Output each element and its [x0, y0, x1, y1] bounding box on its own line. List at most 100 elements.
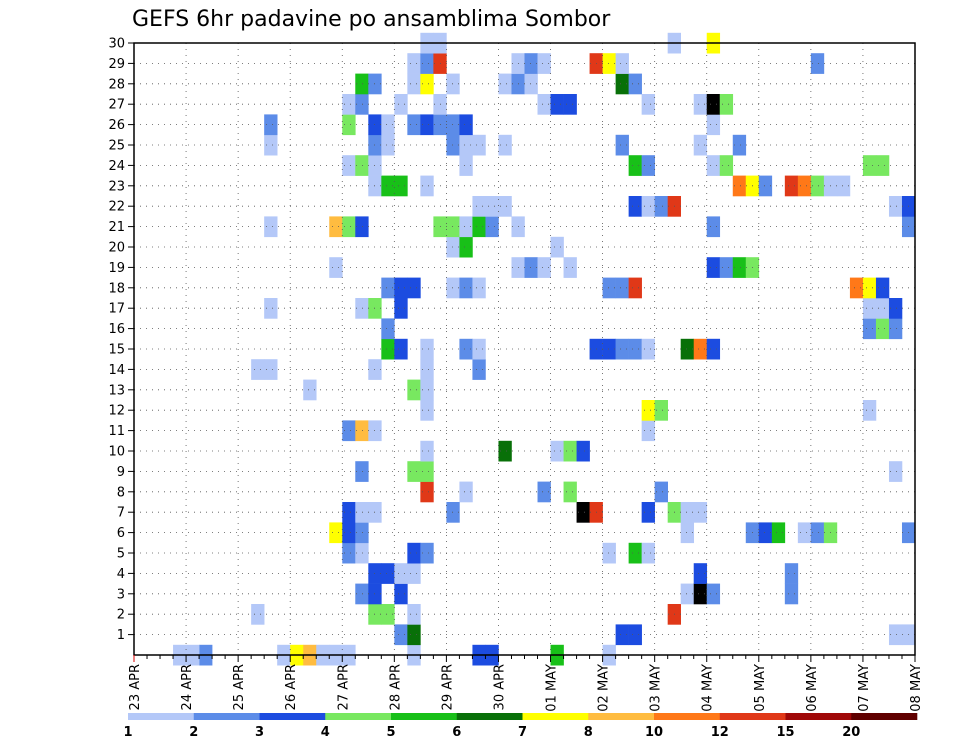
y-tick-label: 9 — [117, 465, 125, 480]
heatmap-cell — [264, 359, 278, 380]
heatmap-cell — [355, 298, 369, 319]
x-tick-label: 07 MAY — [857, 664, 872, 712]
heatmap-cell — [706, 216, 721, 238]
y-tick-label: 17 — [108, 302, 125, 317]
heatmap-cell — [459, 114, 473, 136]
heatmap-cell — [303, 379, 317, 401]
x-tick-label: 24 APR — [180, 664, 195, 710]
heatmap-cell — [784, 175, 799, 197]
heatmap-cell — [355, 420, 369, 442]
heatmap-cell — [420, 542, 434, 564]
x-tick-label: 05 MAY — [753, 664, 768, 712]
heatmap-cell — [706, 583, 721, 605]
heatmap-cell — [810, 175, 825, 197]
heatmap-cell — [693, 338, 708, 360]
heatmap-cell — [797, 522, 812, 544]
heatmap-cell — [420, 440, 434, 462]
x-tick-label: 25 APR — [232, 664, 247, 710]
heatmap-cell — [641, 338, 655, 360]
heatmap-cell — [628, 196, 642, 217]
heatmap-cell — [797, 175, 812, 197]
heatmap-cell — [355, 94, 369, 115]
colorbar-swatch — [851, 713, 918, 720]
heatmap-cell — [693, 563, 708, 584]
heatmap-cell — [472, 338, 486, 360]
heatmap-cell — [875, 277, 890, 299]
heatmap-cell — [641, 420, 655, 442]
heatmap-cell — [472, 134, 486, 156]
colorbar-swatch — [654, 713, 721, 720]
y-tick-label: 1 — [117, 628, 125, 643]
heatmap-cell — [641, 155, 655, 176]
heatmap-cell — [485, 196, 499, 217]
heatmap-cell — [602, 542, 616, 564]
heatmap-cell — [576, 440, 590, 462]
y-tick-label: 11 — [108, 424, 125, 439]
colorbar-swatch — [259, 713, 326, 720]
y-tick-label: 27 — [108, 98, 125, 113]
y-tick-label: 5 — [117, 547, 125, 562]
heatmap-cell — [628, 338, 642, 360]
heatmap-cell — [602, 277, 616, 299]
y-tick-label: 14 — [108, 363, 125, 378]
y-tick-label: 12 — [108, 404, 125, 419]
heatmap-cell — [602, 53, 616, 74]
x-tick-label: 28 APR — [388, 664, 403, 710]
heatmap-cell — [615, 73, 629, 95]
heatmap-cell — [394, 277, 408, 299]
heatmap-cell — [563, 257, 577, 278]
heatmap-cell — [420, 481, 434, 503]
heatmap-cell — [641, 502, 655, 523]
heatmap-cell — [381, 134, 395, 156]
heatmap-cell — [537, 481, 551, 503]
heatmap-cell — [758, 175, 773, 197]
heatmap-cell — [355, 73, 369, 95]
heatmap-cell — [680, 583, 695, 605]
heatmap-cell — [355, 583, 369, 605]
heatmap-cell — [498, 196, 512, 217]
y-axis: 1234567891011121314151617181920212223242… — [108, 37, 134, 643]
heatmap-cell — [862, 277, 877, 299]
heatmap-cell — [472, 359, 486, 380]
colorbar-swatch — [522, 713, 589, 720]
heatmap-cell — [680, 502, 695, 523]
heatmap-cell — [446, 236, 460, 258]
heatmap-cell — [420, 359, 434, 380]
heatmap-cell — [407, 542, 421, 564]
colorbar-label: 20 — [842, 725, 860, 740]
heatmap-cell — [381, 277, 395, 299]
heatmap-cell — [381, 563, 395, 584]
heatmap-cell — [641, 196, 655, 217]
x-axis: 23 APR 24 APR 25 APR 26 APR 27 APR 28 APR 29 A… — [128, 655, 924, 712]
x-tick-label: 27 APR — [336, 664, 351, 710]
heatmap-cell — [342, 522, 356, 544]
heatmap-cell — [472, 216, 486, 238]
colorbar-label: 1 — [123, 725, 132, 740]
heatmap-cell — [342, 420, 356, 442]
heatmap-cell — [420, 175, 434, 197]
colorbar-label: 15 — [776, 725, 794, 740]
heatmap-cell — [524, 257, 538, 278]
y-tick-label: 30 — [108, 37, 125, 52]
heatmap-cell — [888, 318, 903, 340]
heatmap-cell — [394, 338, 408, 360]
y-tick-label: 16 — [108, 322, 125, 337]
heatmap-cell — [706, 338, 721, 360]
heatmap-cell — [706, 257, 721, 278]
heatmap-cell — [381, 604, 395, 625]
heatmap-cell — [420, 379, 434, 401]
colorbar-swatch — [785, 713, 852, 720]
colorbar-swatch — [193, 713, 260, 720]
heatmap-cell — [654, 400, 668, 421]
y-tick-label: 24 — [108, 159, 125, 174]
heatmap-cell — [641, 542, 655, 564]
heatmap-cell — [342, 502, 356, 523]
heatmap-cell — [381, 338, 395, 360]
x-tick-label: 30 APR — [492, 664, 507, 710]
x-tick-label: 03 MAY — [649, 664, 664, 712]
y-tick-label: 29 — [108, 57, 125, 72]
y-tick-label: 10 — [108, 445, 125, 460]
heatmap-cell — [732, 134, 747, 156]
heatmap-cell — [394, 563, 408, 584]
